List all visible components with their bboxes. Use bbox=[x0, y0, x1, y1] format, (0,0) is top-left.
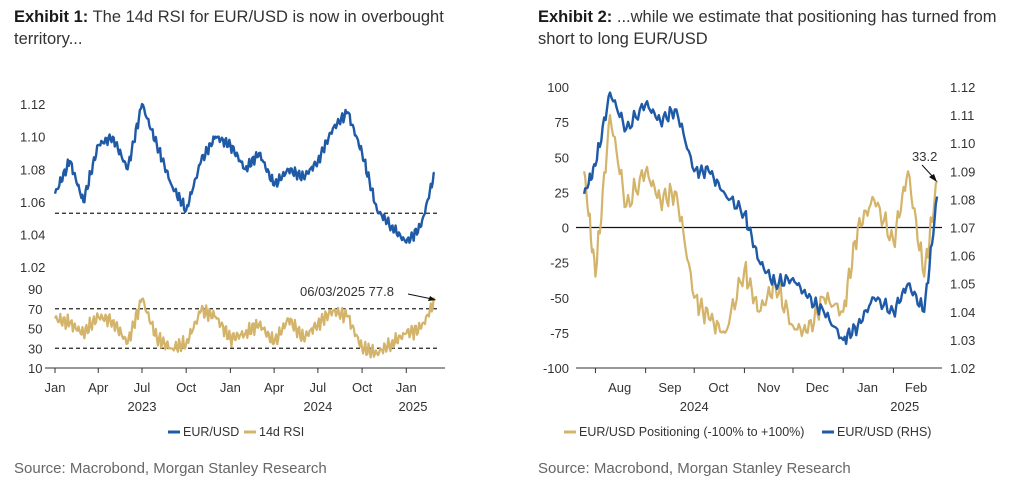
y-right-tick-label: 1.09 bbox=[950, 164, 975, 179]
y-left-tick-label: 100 bbox=[547, 80, 569, 95]
x-tick-label: Jul bbox=[310, 380, 327, 395]
x-year-label: 2025 bbox=[890, 399, 919, 414]
y-left-tick-label: -25 bbox=[550, 256, 569, 271]
x-tick-label: Jan bbox=[45, 380, 66, 395]
y-left-tick-label: 75 bbox=[555, 115, 569, 130]
legend-label-eurusd: EUR/USD bbox=[183, 425, 239, 439]
x-tick-label: Apr bbox=[264, 380, 285, 395]
y-tick-label-rsi: 30 bbox=[28, 341, 42, 356]
exhibit-2-panel: Exhibit 2: ...while we estimate that pos… bbox=[524, 0, 1024, 493]
exhibit-2-chart: 100 75 50 25 0 -25 -50 -75 -100 1.12 1.11 1.10 1.09 1… bbox=[543, 80, 975, 439]
y-tick-label-top: 1.08 bbox=[20, 162, 45, 177]
y-tick-label-top: 1.06 bbox=[20, 195, 45, 210]
y-right-tick-label: 1.07 bbox=[950, 221, 975, 236]
exhibit-1-title: Exhibit 1: The 14d RSI for EUR/USD is no… bbox=[14, 6, 484, 50]
x-year-label: 2023 bbox=[128, 399, 157, 414]
legend-label-positioning: EUR/USD Positioning (-100% to +100%) bbox=[579, 425, 804, 439]
x-tick-label: Feb bbox=[905, 380, 927, 395]
y-tick-label-top: 1.12 bbox=[20, 97, 45, 112]
y-right-tick-label: 1.06 bbox=[950, 249, 975, 264]
y-tick-label-rsi: 90 bbox=[28, 282, 42, 297]
y-right-tick-label: 1.12 bbox=[950, 80, 975, 95]
y-right-tick-label: 1.11 bbox=[950, 108, 974, 123]
x-tick-label: Apr bbox=[88, 380, 109, 395]
y-tick-label-rsi: 70 bbox=[28, 302, 42, 317]
annotation-arrow-line bbox=[407, 293, 433, 300]
exhibit-1-title-text: The 14d RSI for EUR/USD is now in overbo… bbox=[14, 8, 444, 48]
x-tick-label: Jan bbox=[857, 380, 878, 395]
y-left-tick-label: -50 bbox=[550, 291, 569, 306]
exhibit-1-source: Source: Macrobond, Morgan Stanley Resear… bbox=[14, 460, 327, 477]
y-tick-label-top: 1.10 bbox=[20, 130, 45, 145]
x-tick-label: Nov bbox=[757, 380, 781, 395]
y-tick-label-rsi: 10 bbox=[28, 361, 42, 376]
y-left-tick-label: 0 bbox=[562, 221, 569, 236]
x-tick-label: Jul bbox=[134, 380, 151, 395]
x-tick-label: Aug bbox=[608, 380, 631, 395]
exhibit-1-label: Exhibit 1: bbox=[14, 8, 89, 26]
positioning-annotation-label: 33.2 bbox=[912, 149, 937, 164]
x-year-label: 2024 bbox=[680, 399, 709, 414]
y-tick-label-top: 1.04 bbox=[20, 227, 45, 242]
rsi-annotation-label: 06/03/2025 77.8 bbox=[300, 284, 394, 299]
x-year-label: 2024 bbox=[303, 399, 332, 414]
y-right-tick-label: 1.02 bbox=[950, 361, 975, 376]
series-line-eurusd bbox=[53, 102, 436, 244]
exhibit-2-label: Exhibit 2: bbox=[538, 8, 613, 26]
series-line-positioning bbox=[583, 114, 939, 338]
y-tick-label-rsi: 50 bbox=[28, 322, 42, 337]
x-tick-label: Jan bbox=[396, 380, 417, 395]
series-line-rsi bbox=[53, 297, 436, 359]
exhibit-2-title-text: ...while we estimate that positioning ha… bbox=[538, 8, 997, 48]
y-right-tick-label: 1.08 bbox=[950, 192, 975, 207]
exhibit-2-title: Exhibit 2: ...while we estimate that pos… bbox=[538, 6, 1008, 50]
x-tick-label: Jan bbox=[220, 380, 241, 395]
y-tick-label-top: 1.02 bbox=[20, 260, 45, 275]
legend-label-eurusd-rhs: EUR/USD (RHS) bbox=[837, 425, 931, 439]
x-tick-label: Oct bbox=[352, 380, 373, 395]
x-year-label: 2025 bbox=[399, 399, 428, 414]
y-right-tick-label: 1.05 bbox=[950, 277, 975, 292]
annotation-arrowhead bbox=[428, 296, 436, 301]
y-right-tick-label: 1.03 bbox=[950, 333, 975, 348]
exhibit-1-panel: Exhibit 1: The 14d RSI for EUR/USD is no… bbox=[0, 0, 500, 493]
x-tick-label: Oct bbox=[708, 380, 729, 395]
x-tick-label: Sep bbox=[658, 380, 681, 395]
exhibit-2-source: Source: Macrobond, Morgan Stanley Resear… bbox=[538, 460, 851, 477]
y-left-tick-label: 50 bbox=[555, 150, 569, 165]
y-left-tick-label: 25 bbox=[555, 185, 569, 200]
y-left-tick-label: -75 bbox=[550, 326, 569, 341]
series-line-eurusd-rhs bbox=[582, 91, 939, 346]
y-right-tick-label: 1.10 bbox=[950, 136, 975, 151]
x-tick-label: Oct bbox=[176, 380, 197, 395]
x-tick-label: Dec bbox=[806, 380, 830, 395]
legend-label-rsi: 14d RSI bbox=[259, 425, 304, 439]
y-right-tick-label: 1.04 bbox=[950, 305, 975, 320]
y-left-tick-label: -100 bbox=[543, 361, 569, 376]
annotation-arrowhead bbox=[929, 174, 937, 182]
